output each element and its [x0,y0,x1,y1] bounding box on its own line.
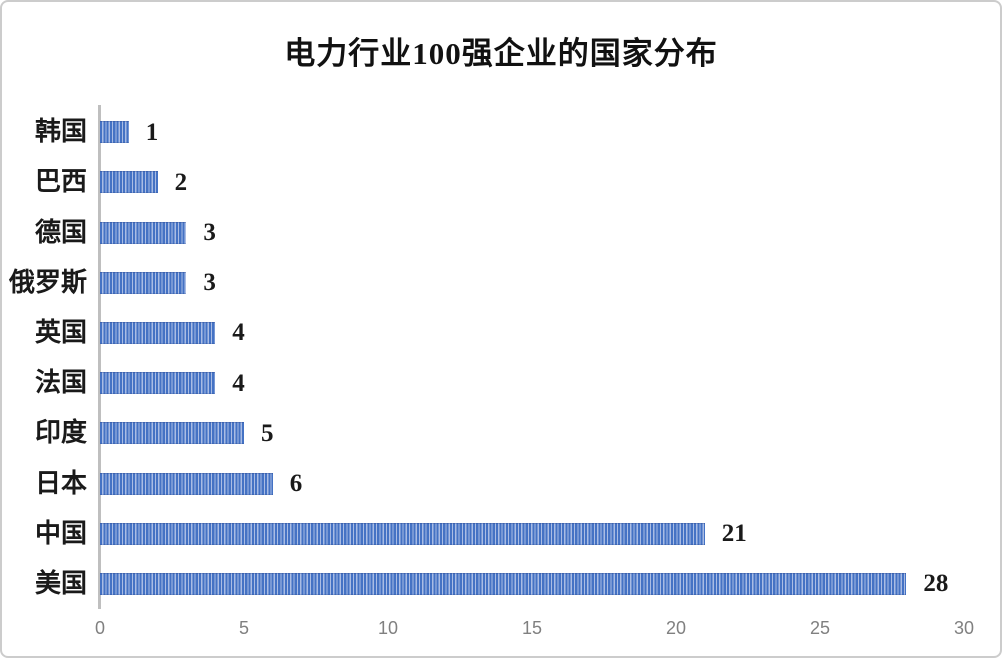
category-label: 法国 [34,368,87,398]
chart-title: 电力行业100强企业的国家分布 [284,36,718,71]
bar [100,321,216,344]
category-label: 美国 [34,568,87,598]
bar [100,472,273,495]
bar-rows: 韩国 1 巴西 2 德国 3 俄罗斯 3 英国 4 法国 4 印度 5 日本 6 中国 21 美国 28 [9,107,964,609]
x-axis-tick-label: 10 [377,618,398,638]
category-label: 日本 [34,468,87,498]
value-label: 28 [923,570,949,598]
category-label: 巴西 [34,167,87,197]
x-axis-tick-label: 30 [953,618,975,638]
x-axis-tick-label: 20 [665,618,686,638]
bar-row: 德国 3 [35,207,964,257]
x-axis-tick-label: 15 [521,618,543,638]
bar-row: 中国 21 [35,509,964,559]
category-label: 俄罗斯 [8,267,87,297]
category-label: 韩国 [34,117,87,147]
bar-row: 法国 4 [35,358,964,408]
bar-row: 韩国 1 [35,107,964,157]
bar [100,121,129,144]
plot-area: 韩国 1 巴西 2 德国 3 俄罗斯 3 英国 4 法国 4 印度 5 日本 6 中国 21 美国 28 [9,105,964,609]
bar [100,422,244,445]
bar [100,171,158,194]
x-axis-tick-label: 0 [94,618,106,638]
x-axis: 0 5 10 15 20 25 30 [95,615,974,649]
bar-row: 俄罗斯 3 [9,258,964,308]
bar [100,522,705,545]
bar-row: 印度 5 [35,408,964,458]
bar [100,271,187,294]
bar-row: 巴西 2 [35,157,964,207]
bar [100,221,187,244]
value-label: 3 [203,269,216,297]
value-label: 5 [260,419,274,447]
value-label: 4 [232,369,245,397]
value-label: 21 [721,520,747,548]
x-axis-tick-label: 5 [238,618,249,638]
value-label: 1 [145,118,159,146]
category-label: 中国 [34,518,87,548]
bar-row: 美国 28 [35,559,964,609]
bar-row: 英国 4 [35,308,964,358]
y-axis-line [98,105,101,609]
bar [100,572,907,595]
category-label: 德国 [34,217,87,247]
bar [100,372,216,395]
value-label: 4 [232,319,245,347]
bar-row: 日本 6 [35,458,964,508]
value-label: 3 [203,219,216,246]
x-axis-tick-label: 25 [809,618,831,638]
category-label: 英国 [34,317,87,347]
value-label: 2 [174,168,188,196]
category-label: 印度 [34,418,87,448]
value-label: 6 [289,470,303,498]
